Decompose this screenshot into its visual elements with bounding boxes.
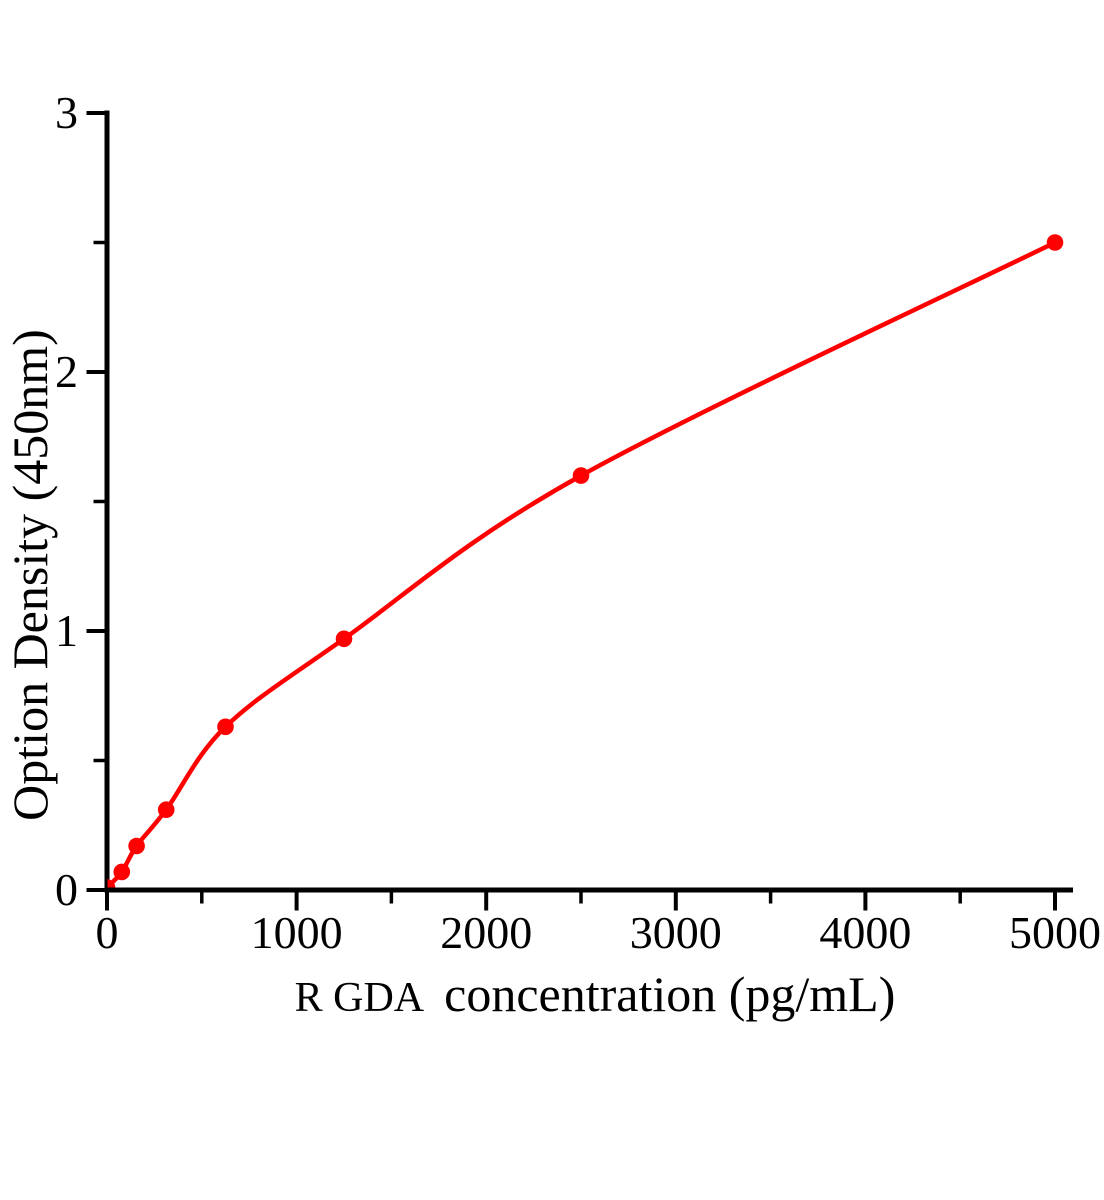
y-tick-label: 0 [55,864,78,915]
data-point-marker [113,863,131,881]
x-tick-label: 3000 [630,907,722,958]
x-tick-label: 2000 [440,907,532,958]
y-tick-label: 3 [55,87,78,138]
x-axis-title-prefix: R GDA [295,975,425,1021]
data-point-marker [107,879,116,888]
data-points [107,234,1064,888]
fit-curve [107,240,1058,888]
x-tick-label: 0 [96,907,119,958]
y-tick-label: 2 [55,346,78,397]
axes [104,110,1073,893]
tick-labels: 0 1 2 3 0 1000 2000 3000 4000 5000 [55,87,1101,958]
y-tick-label: 1 [55,605,78,656]
data-point-marker [157,801,175,818]
x-tick-label: 4000 [819,907,911,958]
x-tick-label: 5000 [1009,907,1101,958]
data-point-marker [335,630,353,648]
standard-curve-line [107,240,1058,888]
data-point-marker [1046,234,1064,251]
data-point-marker [217,718,234,736]
x-axis-title-main: concentration (pg/mL) [444,966,895,1022]
x-tick-label: 1000 [251,907,343,958]
tick-marks [86,111,1057,911]
data-point-marker [572,467,590,484]
x-axis-title: R GDA concentration (pg/mL) [295,966,896,1022]
y-axis-title: Option Density (450nm) [2,329,58,821]
data-point-marker [128,837,145,855]
